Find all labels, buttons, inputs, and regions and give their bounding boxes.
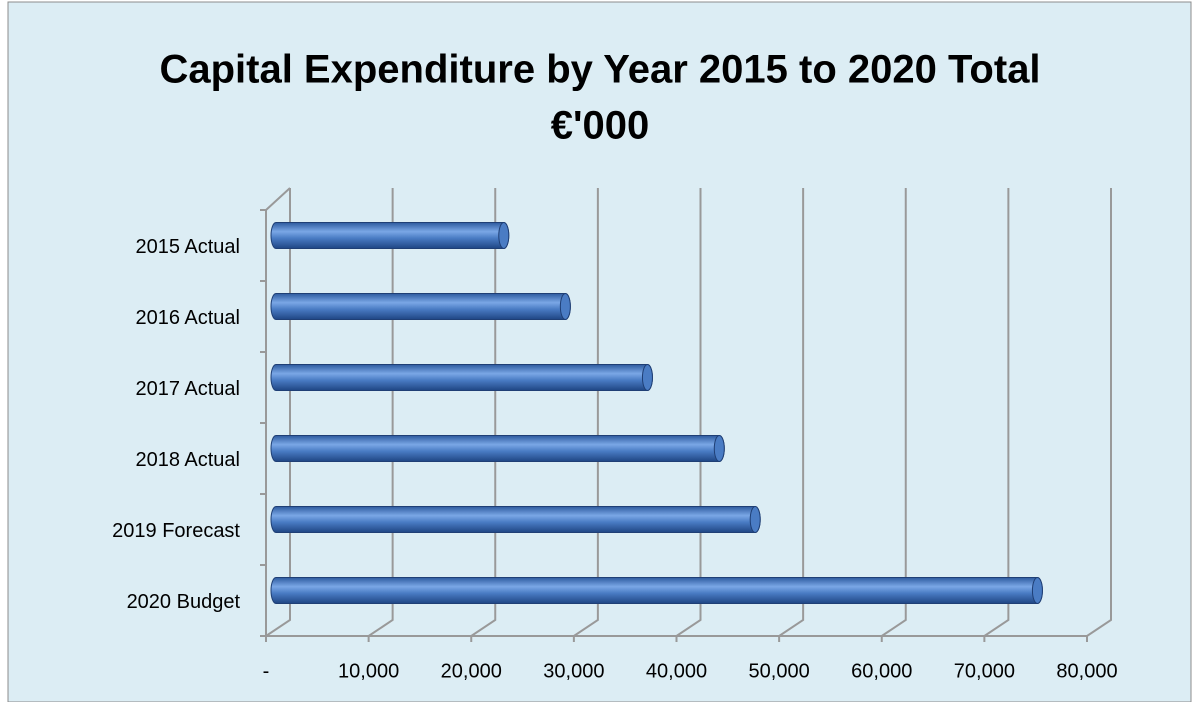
grid-line — [778, 188, 805, 637]
grid-line — [675, 188, 702, 637]
x-tick-label: - — [263, 660, 270, 682]
grid-line — [265, 188, 291, 637]
y-tick-label: 2015 Actual — [135, 236, 240, 258]
bar — [270, 506, 761, 533]
bar — [270, 293, 571, 320]
grid-line — [470, 188, 497, 637]
x-tick-label: 50,000 — [749, 660, 810, 682]
chart-subtitle: €'000 — [551, 104, 650, 148]
bar — [270, 435, 725, 462]
bar-cap — [1031, 577, 1043, 604]
bar-body — [270, 435, 725, 462]
x-tick-label: 20,000 — [441, 660, 502, 682]
chart-title: Capital Expenditure by Year 2015 to 2020… — [159, 48, 1040, 92]
bar-cap — [559, 293, 571, 320]
bar — [270, 364, 653, 391]
bar-cap — [713, 435, 725, 462]
x-tick-label: 30,000 — [543, 660, 604, 682]
grid-line — [368, 188, 394, 637]
x-tick-label: 10,000 — [338, 660, 399, 682]
bar — [270, 222, 510, 249]
grid-line — [573, 188, 599, 637]
bar-cap — [498, 222, 510, 249]
bar-body — [270, 506, 761, 533]
bar-body — [270, 577, 1043, 604]
grid-line — [983, 188, 1010, 637]
x-tick-label: 70,000 — [954, 660, 1015, 682]
y-tick-label: 2019 Forecast — [112, 520, 240, 542]
x-tick-label: 40,000 — [646, 660, 707, 682]
bar — [270, 577, 1043, 604]
bar-body — [270, 222, 510, 249]
x-tick-label: 60,000 — [851, 660, 912, 682]
grid-line — [881, 188, 907, 637]
bar-cap — [749, 506, 761, 533]
x-tick-label: 80,000 — [1056, 660, 1117, 682]
bar-body — [270, 364, 653, 391]
y-tick-label: 2018 Actual — [135, 449, 240, 471]
y-tick-label: 2020 Budget — [127, 591, 241, 613]
y-tick-label: 2016 Actual — [135, 307, 240, 329]
bar-body — [270, 293, 571, 320]
axis-edge — [265, 187, 291, 211]
y-tick-label: 2017 Actual — [135, 378, 240, 400]
grid-line — [1086, 188, 1112, 637]
bar-cap — [641, 364, 653, 391]
